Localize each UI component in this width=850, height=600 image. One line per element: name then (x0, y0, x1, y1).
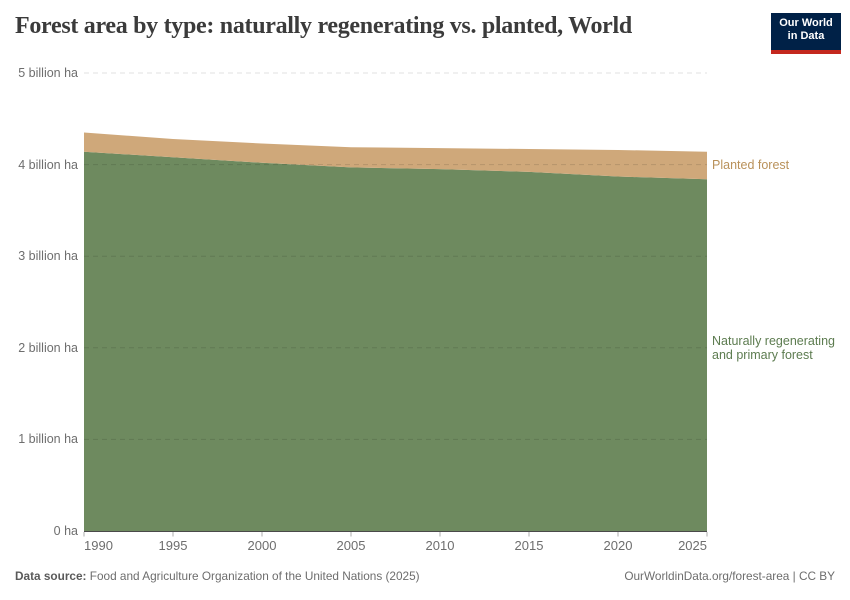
x-axis-label: 2025 (678, 538, 707, 553)
x-axis-label: 2005 (336, 538, 366, 553)
chart-footer: Data source: Food and Agriculture Organi… (15, 569, 835, 583)
credit-link[interactable]: OurWorldinData.org/forest-area | CC BY (624, 569, 835, 583)
data-source-label: Data source: (15, 569, 87, 583)
y-axis-label: 1 billion ha (18, 432, 78, 447)
y-axis-label: 5 billion ha (18, 66, 78, 80)
x-axis-label: 2015 (514, 538, 544, 553)
series-label-natural: Naturally regenerating and primary fores… (712, 333, 835, 363)
x-axis-label: 1995 (158, 538, 188, 553)
data-source: Data source: Food and Agriculture Organi… (15, 569, 420, 583)
area-series-0[interactable] (84, 151, 707, 531)
y-axis-label: 4 billion ha (18, 157, 78, 172)
area-series-1[interactable] (84, 132, 707, 180)
data-source-text: Food and Agriculture Organization of the… (86, 569, 420, 583)
x-axis-label: 2020 (603, 538, 633, 553)
chart-title: Forest area by type: naturally regenerat… (15, 13, 632, 39)
x-axis-label: 1990 (84, 538, 113, 553)
x-axis-label: 2000 (247, 538, 277, 553)
owid-logo[interactable]: Our World in Data (771, 13, 841, 54)
owid-logo-line1: Our World (779, 17, 833, 29)
x-axis-label: 2010 (425, 538, 455, 553)
owid-logo-line2: in Data (787, 30, 825, 42)
series-label-planted: Planted forest (712, 158, 790, 173)
y-axis-label: 0 ha (53, 524, 78, 538)
y-axis-label: 2 billion ha (18, 340, 78, 355)
y-axis-label: 3 billion ha (18, 249, 78, 264)
